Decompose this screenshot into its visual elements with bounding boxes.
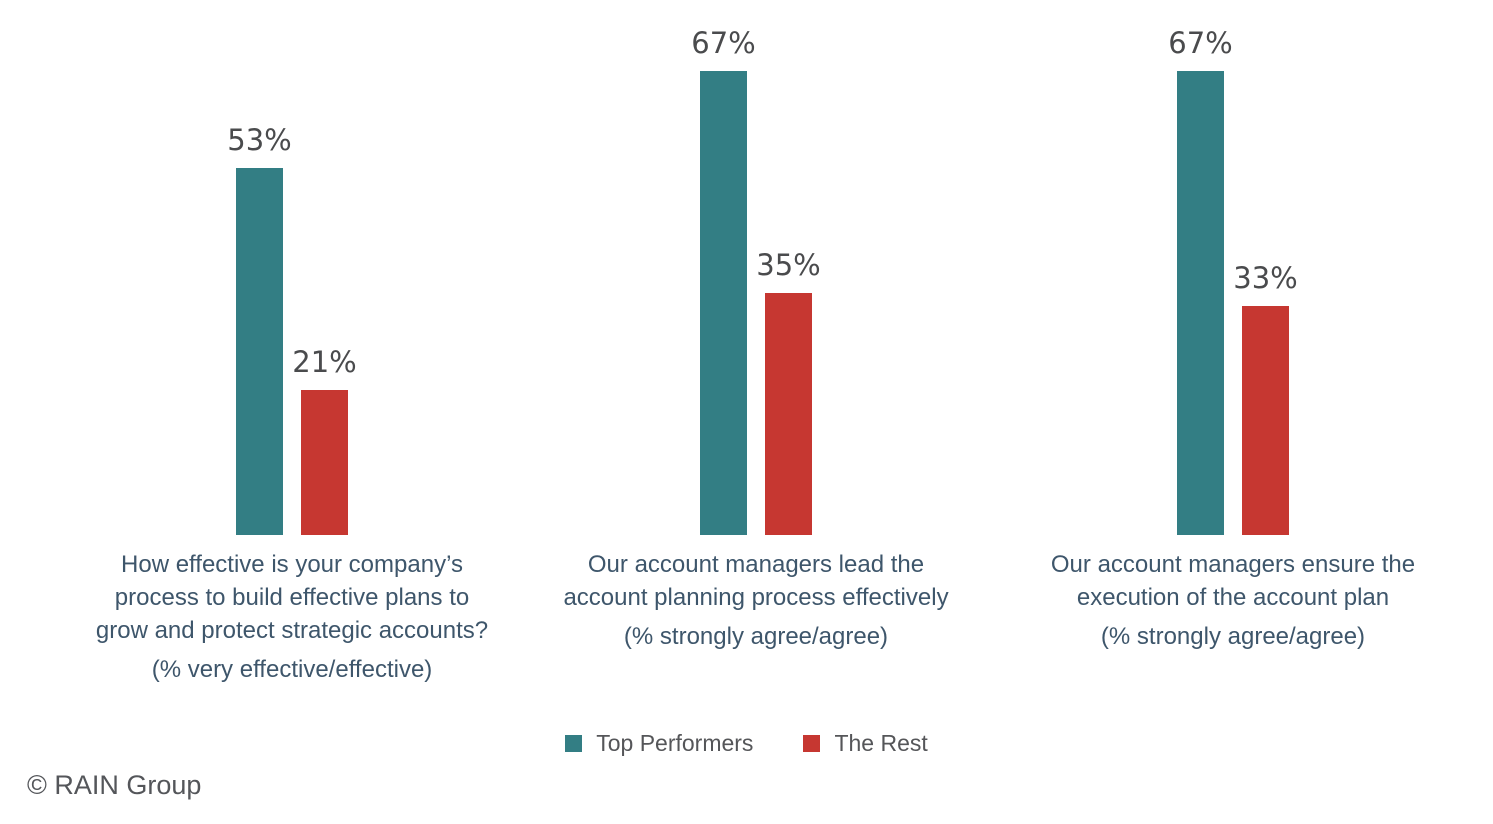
chart-group: 67% 33% Our account managers ensure the exe… <box>973 0 1493 653</box>
legend-swatch-icon <box>803 735 821 752</box>
bar-value-label: 53% <box>227 123 292 157</box>
bar-pair: 53% 21% <box>32 0 552 535</box>
category-label-line: Our account managers ensure the <box>1050 551 1416 578</box>
bar-value-label: 35% <box>756 248 821 282</box>
category-label-line: grow and protect strategic accounts? <box>95 617 489 644</box>
bar-top-performers: 67% <box>1168 26 1233 535</box>
category-label: Our account managers ensure the execution… <box>973 548 1493 614</box>
category-subtitle: (% strongly agree/agree) <box>623 623 889 650</box>
category-subtitle: (% very effective/effective) <box>151 656 433 683</box>
bar-value-label: 21% <box>292 345 357 379</box>
category-label-line: process to build effective plans to <box>114 584 470 611</box>
category-label: How effective is your company’s process t… <box>32 548 552 647</box>
bar-value-label: 33% <box>1233 261 1298 295</box>
bar-value-label: 67% <box>691 26 756 60</box>
bar-pair: 67% 35% <box>496 0 1016 535</box>
bar-the-rest: 33% <box>1233 261 1298 535</box>
chart-legend: Top Performers The Rest <box>0 730 1493 757</box>
category-subtitle: (% strongly agree/agree) <box>1100 623 1366 650</box>
chart-group: 53% 21% How effective is your company’s pro… <box>32 0 552 686</box>
bar-pair: 67% 33% <box>973 0 1493 535</box>
legend-swatch-icon <box>565 735 583 752</box>
bar-top-performers: 67% <box>691 26 756 535</box>
legend-item-top-performers: Top Performers <box>565 730 753 757</box>
copyright-notice: © RAIN Group <box>27 770 202 800</box>
legend-label: Top Performers <box>596 730 754 756</box>
category-label-line: account planning process effectively <box>563 584 949 611</box>
category-label-line: Our account managers lead the <box>587 551 925 578</box>
bar-value-label: 67% <box>1168 26 1233 60</box>
bar-the-rest: 21% <box>292 345 357 535</box>
legend-item-the-rest: The Rest <box>803 730 928 757</box>
category-label-line: How effective is your company’s <box>121 551 463 578</box>
chart-group: 67% 35% Our account managers lead the accou… <box>496 0 1016 653</box>
bar-top-performers: 53% <box>227 123 292 535</box>
category-label: Our account managers lead the account pla… <box>496 548 1016 614</box>
legend-label: The Rest <box>834 730 928 756</box>
category-label-line: execution of the account plan <box>1076 584 1390 611</box>
bar-the-rest: 35% <box>756 248 821 535</box>
